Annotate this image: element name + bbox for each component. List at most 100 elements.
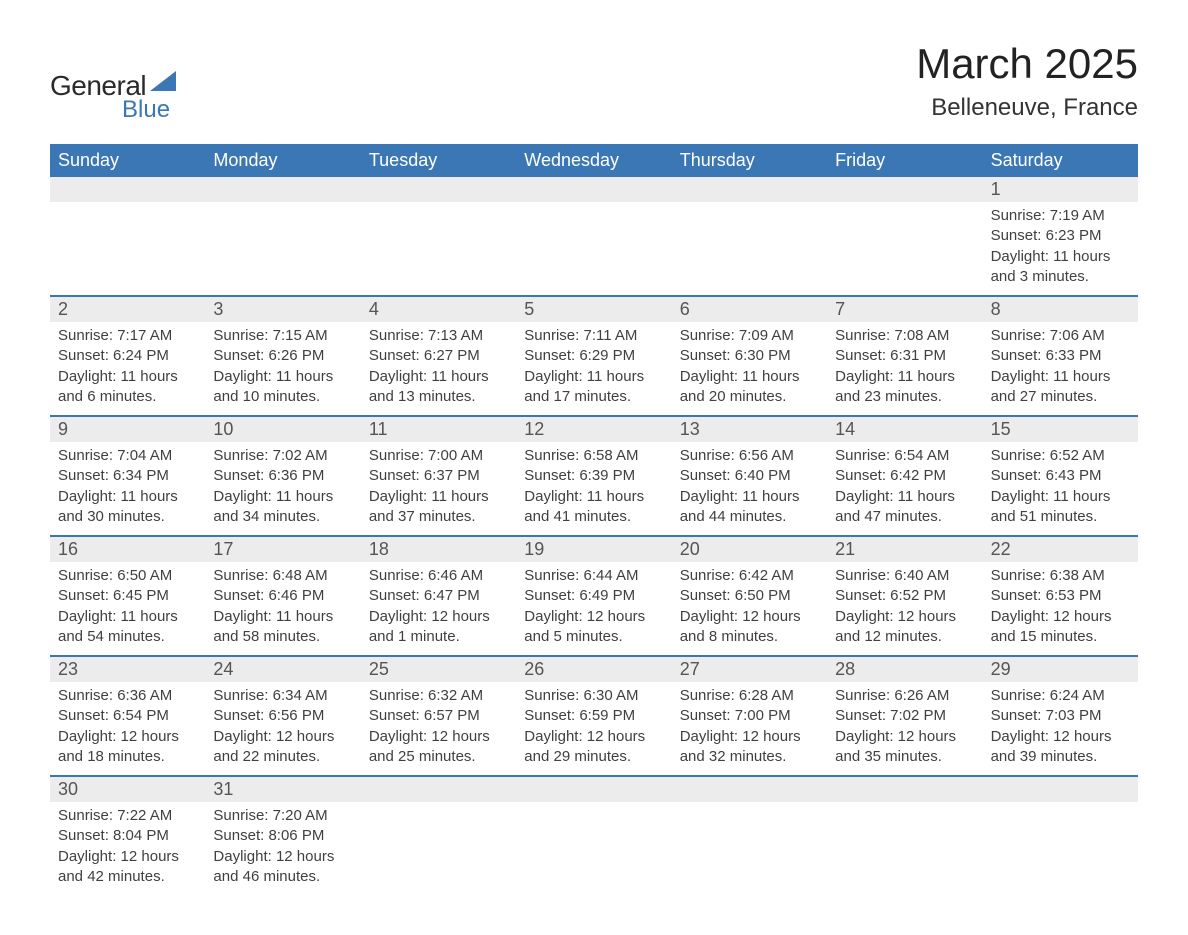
day-line: Daylight: 12 hours bbox=[58, 727, 197, 747]
day-line: Sunrise: 7:13 AM bbox=[369, 326, 508, 346]
day-cell bbox=[827, 202, 982, 295]
day-line: Daylight: 12 hours bbox=[524, 607, 663, 627]
day-line: Sunrise: 6:30 AM bbox=[524, 686, 663, 706]
day-cell bbox=[983, 802, 1138, 895]
day-cell: Sunrise: 6:30 AMSunset: 6:59 PMDaylight:… bbox=[516, 682, 671, 775]
day-cell: Sunrise: 7:04 AMSunset: 6:34 PMDaylight:… bbox=[50, 442, 205, 535]
day-line: Sunset: 6:27 PM bbox=[369, 346, 508, 366]
page-title: March 2025 bbox=[916, 40, 1138, 88]
day-line: Sunrise: 6:52 AM bbox=[991, 446, 1130, 466]
day-line: and 47 minutes. bbox=[835, 507, 974, 527]
day-line: Sunrise: 7:15 AM bbox=[213, 326, 352, 346]
day-cell: Sunrise: 7:06 AMSunset: 6:33 PMDaylight:… bbox=[983, 322, 1138, 415]
day-line: Daylight: 12 hours bbox=[369, 607, 508, 627]
day-cell bbox=[361, 802, 516, 895]
day-cell: Sunrise: 6:32 AMSunset: 6:57 PMDaylight:… bbox=[361, 682, 516, 775]
day-line: and 3 minutes. bbox=[991, 267, 1130, 287]
day-line: Sunset: 6:24 PM bbox=[58, 346, 197, 366]
day-line: and 29 minutes. bbox=[524, 747, 663, 767]
day-line: Daylight: 12 hours bbox=[680, 727, 819, 747]
day-number: 8 bbox=[983, 295, 1138, 322]
day-line: Sunrise: 6:28 AM bbox=[680, 686, 819, 706]
day-line: Sunrise: 6:40 AM bbox=[835, 566, 974, 586]
day-line: Sunrise: 7:02 AM bbox=[213, 446, 352, 466]
day-line: and 42 minutes. bbox=[58, 867, 197, 887]
day-line: Sunrise: 6:54 AM bbox=[835, 446, 974, 466]
day-cell: Sunrise: 6:36 AMSunset: 6:54 PMDaylight:… bbox=[50, 682, 205, 775]
day-number: 22 bbox=[983, 535, 1138, 562]
day-line: Daylight: 12 hours bbox=[835, 727, 974, 747]
day-line: Sunrise: 6:24 AM bbox=[991, 686, 1130, 706]
day-line: Daylight: 11 hours bbox=[58, 367, 197, 387]
day-line: Daylight: 12 hours bbox=[58, 847, 197, 867]
day-number: 1 bbox=[983, 177, 1138, 202]
day-line: Sunset: 6:33 PM bbox=[991, 346, 1130, 366]
day-line: Sunset: 6:36 PM bbox=[213, 466, 352, 486]
day-line: and 17 minutes. bbox=[524, 387, 663, 407]
day-cell: Sunrise: 7:19 AMSunset: 6:23 PMDaylight:… bbox=[983, 202, 1138, 295]
day-number: 18 bbox=[361, 535, 516, 562]
day-line: Sunrise: 7:19 AM bbox=[991, 206, 1130, 226]
day-line: Sunrise: 6:46 AM bbox=[369, 566, 508, 586]
day-line: Daylight: 11 hours bbox=[58, 607, 197, 627]
day-line: Daylight: 11 hours bbox=[991, 487, 1130, 507]
logo-text-blue: Blue bbox=[122, 96, 176, 124]
day-line: Daylight: 11 hours bbox=[524, 487, 663, 507]
day-cell bbox=[516, 202, 671, 295]
day-number: 16 bbox=[50, 535, 205, 562]
title-block: March 2025 Belleneuve, France bbox=[916, 40, 1138, 122]
day-line: Sunrise: 6:42 AM bbox=[680, 566, 819, 586]
day-line: Sunrise: 6:44 AM bbox=[524, 566, 663, 586]
day-line: Sunset: 6:46 PM bbox=[213, 586, 352, 606]
day-line: Sunset: 6:34 PM bbox=[58, 466, 197, 486]
day-line: Daylight: 12 hours bbox=[680, 607, 819, 627]
day-cell: Sunrise: 6:58 AMSunset: 6:39 PMDaylight:… bbox=[516, 442, 671, 535]
day-line: Sunset: 6:52 PM bbox=[835, 586, 974, 606]
day-cell bbox=[672, 202, 827, 295]
day-line: Sunset: 6:57 PM bbox=[369, 706, 508, 726]
dow-header: Wednesday bbox=[516, 144, 671, 177]
day-line: Sunset: 6:30 PM bbox=[680, 346, 819, 366]
day-cell: Sunrise: 7:00 AMSunset: 6:37 PMDaylight:… bbox=[361, 442, 516, 535]
day-number bbox=[516, 177, 671, 202]
dow-header: Friday bbox=[827, 144, 982, 177]
day-number bbox=[205, 177, 360, 202]
day-line: and 44 minutes. bbox=[680, 507, 819, 527]
day-cell: Sunrise: 6:26 AMSunset: 7:02 PMDaylight:… bbox=[827, 682, 982, 775]
day-line: and 1 minute. bbox=[369, 627, 508, 647]
day-number bbox=[827, 775, 982, 802]
day-number: 27 bbox=[672, 655, 827, 682]
day-number: 10 bbox=[205, 415, 360, 442]
day-line: Sunset: 6:26 PM bbox=[213, 346, 352, 366]
day-line: Sunset: 8:06 PM bbox=[213, 826, 352, 846]
calendar-grid: SundayMondayTuesdayWednesdayThursdayFrid… bbox=[50, 144, 1138, 895]
day-cell: Sunrise: 6:46 AMSunset: 6:47 PMDaylight:… bbox=[361, 562, 516, 655]
day-number: 9 bbox=[50, 415, 205, 442]
day-line: Sunset: 6:45 PM bbox=[58, 586, 197, 606]
day-number bbox=[50, 177, 205, 202]
day-line: Daylight: 11 hours bbox=[369, 367, 508, 387]
day-number: 14 bbox=[827, 415, 982, 442]
day-line: and 54 minutes. bbox=[58, 627, 197, 647]
day-line: Sunset: 6:40 PM bbox=[680, 466, 819, 486]
header: General Blue March 2025 Belleneuve, Fran… bbox=[50, 40, 1138, 124]
day-line: Sunset: 6:53 PM bbox=[991, 586, 1130, 606]
day-number: 21 bbox=[827, 535, 982, 562]
day-line: Sunset: 7:03 PM bbox=[991, 706, 1130, 726]
day-line: and 51 minutes. bbox=[991, 507, 1130, 527]
day-number: 6 bbox=[672, 295, 827, 322]
day-line: Sunset: 8:04 PM bbox=[58, 826, 197, 846]
day-line: Daylight: 11 hours bbox=[213, 367, 352, 387]
day-line: Sunset: 6:47 PM bbox=[369, 586, 508, 606]
day-number: 31 bbox=[205, 775, 360, 802]
day-line: Sunrise: 7:00 AM bbox=[369, 446, 508, 466]
dow-header: Monday bbox=[205, 144, 360, 177]
day-line: and 18 minutes. bbox=[58, 747, 197, 767]
day-number bbox=[672, 775, 827, 802]
day-line: and 15 minutes. bbox=[991, 627, 1130, 647]
dow-header: Sunday bbox=[50, 144, 205, 177]
day-cell: Sunrise: 6:40 AMSunset: 6:52 PMDaylight:… bbox=[827, 562, 982, 655]
location-label: Belleneuve, France bbox=[916, 94, 1138, 122]
day-line: Daylight: 11 hours bbox=[991, 367, 1130, 387]
day-line: Sunrise: 6:32 AM bbox=[369, 686, 508, 706]
